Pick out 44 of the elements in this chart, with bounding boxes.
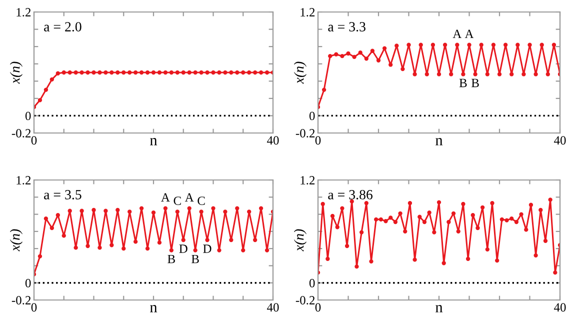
x-tick-label: 40 — [554, 136, 566, 145]
x-tick-label: 0 — [315, 303, 321, 312]
annotation: B — [471, 78, 479, 88]
annotation: C — [198, 196, 205, 206]
x-tick-label: 0 — [31, 303, 37, 312]
annotation: C — [174, 196, 181, 206]
x-tick-label: 40 — [554, 303, 566, 312]
x-axis-title: n — [436, 305, 443, 312]
y-axis-title: x(n) — [294, 62, 307, 84]
x-tick-label: 40 — [266, 136, 279, 145]
annotation: A — [184, 193, 194, 202]
y-tick-label: 0 — [309, 112, 315, 120]
y-tick-label: 0 — [25, 112, 31, 120]
y-axis-title: x(n) — [10, 62, 23, 84]
annotation: a = 3.5 — [44, 190, 82, 200]
annotation: a = 3.3 — [328, 22, 366, 32]
annotation: a = 3.86 — [328, 190, 373, 200]
y-tick-label: 1.2 — [300, 176, 315, 185]
y-tick-label: 0 — [309, 278, 315, 288]
annotation: D — [179, 244, 188, 253]
y-axis-title: x(n) — [294, 229, 307, 252]
annotation: B — [192, 254, 199, 264]
x-tick-label: 0 — [31, 136, 37, 145]
y-tick-label: 1.2 — [16, 176, 31, 185]
annotation: A — [452, 30, 462, 38]
annotation: a = 2.0 — [44, 22, 82, 32]
x-axis-title: n — [150, 305, 158, 312]
x-tick-label: 40 — [266, 303, 279, 312]
x-axis-title: n — [436, 138, 443, 146]
annotation: A — [464, 30, 474, 38]
y-axis-title: x(n) — [10, 229, 23, 252]
annotation: D — [203, 244, 212, 253]
y-tick-label: -0.2 — [12, 296, 31, 305]
annotation: B — [168, 254, 175, 264]
y-tick-label: -0.2 — [296, 129, 315, 138]
annotation: B — [459, 78, 467, 88]
y-tick-label: 1.2 — [300, 8, 315, 17]
y-tick-label: 0 — [25, 278, 31, 288]
x-tick-label: 0 — [315, 136, 321, 145]
annotation: A — [161, 193, 170, 202]
x-axis-title: n — [150, 138, 158, 146]
y-tick-label: -0.2 — [12, 129, 31, 138]
y-tick-label: 1.2 — [16, 8, 31, 17]
y-tick-label: -0.2 — [296, 296, 315, 305]
